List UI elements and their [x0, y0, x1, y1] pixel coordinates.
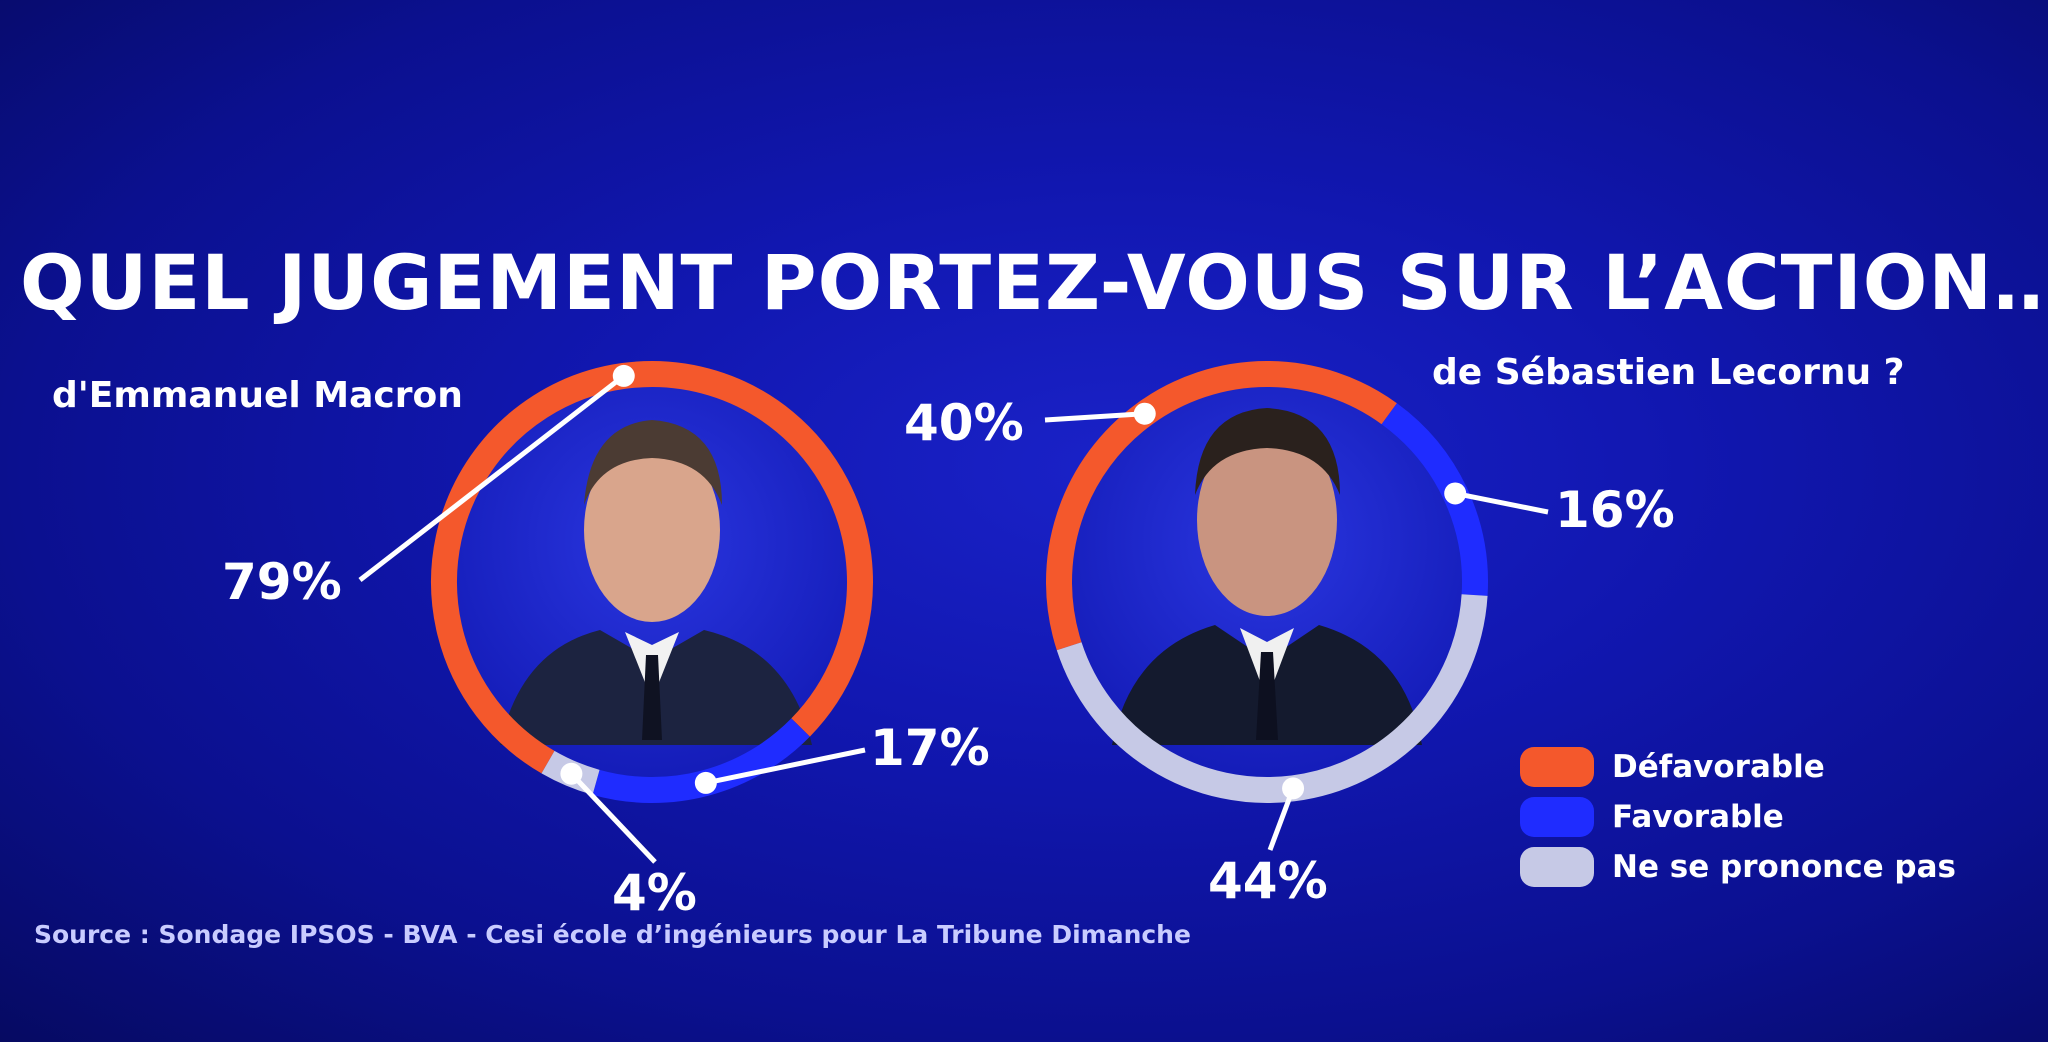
legend-swatch-nsp: [1520, 847, 1594, 887]
legend-swatch-defavorable: [1520, 747, 1594, 787]
label-lecornu-favorable: 16%: [1555, 481, 1675, 539]
portrait-figure-macron: [500, 420, 812, 745]
legend-label-defavorable: Défavorable: [1612, 749, 1825, 785]
label-lecornu-nsp: 44%: [1208, 852, 1328, 910]
donut-macron: [358, 361, 873, 864]
portrait-figure-lecornu: [1112, 408, 1422, 745]
connector-favorable: [705, 747, 866, 786]
label-lecornu-defavorable: 40%: [904, 394, 1024, 452]
connector-dot-favorable: [1444, 482, 1467, 505]
connector-favorable: [1454, 490, 1549, 515]
label-macron-nsp: 4%: [612, 864, 697, 922]
legend-label-favorable: Favorable: [1612, 799, 1784, 835]
legend-label-nsp: Ne se prononce pas: [1612, 849, 1956, 885]
connector-defavorable: [358, 373, 626, 582]
legend-item-favorable: Favorable: [1520, 792, 1956, 842]
legend: Défavorable Favorable Ne se prononce pas: [1520, 742, 1956, 892]
legend-item-defavorable: Défavorable: [1520, 742, 1956, 792]
connector-dot-favorable: [694, 771, 717, 794]
connector-nsp: [569, 772, 657, 864]
subtitle-lecornu: de Sébastien Lecornu ?: [1432, 352, 1905, 393]
label-macron-defavorable: 79%: [222, 553, 342, 611]
legend-item-nsp: Ne se prononce pas: [1520, 842, 1956, 892]
connector-dot-defavorable: [612, 364, 635, 387]
connector-defavorable: [1044, 411, 1145, 423]
label-macron-favorable: 17%: [870, 719, 990, 777]
subtitle-macron: d'Emmanuel Macron: [52, 375, 463, 416]
chart-title: QUEL JUGEMENT PORTEZ-VOUS SUR L’ACTION…: [20, 238, 2048, 327]
source-note: Source : Sondage IPSOS - BVA - Cesi écol…: [34, 920, 1191, 949]
connector-dot-defavorable: [1133, 402, 1156, 425]
connector-dot-nsp: [1282, 777, 1305, 800]
legend-swatch-favorable: [1520, 797, 1594, 837]
donut-lecornu: [1044, 361, 1549, 851]
connector-dot-nsp: [560, 762, 583, 785]
